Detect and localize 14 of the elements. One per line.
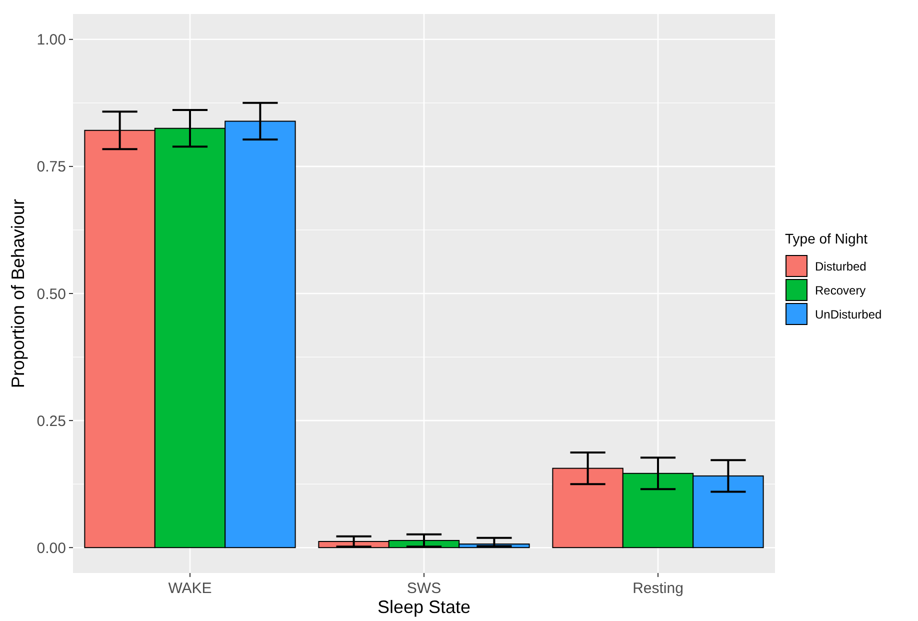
legend-label: UnDisturbed xyxy=(815,308,882,322)
x-tick-label: WAKE xyxy=(168,580,212,597)
x-tick-label: Resting xyxy=(632,580,684,597)
y-tick-label: 0.50 xyxy=(36,286,66,303)
x-axis-title: Sleep State xyxy=(377,597,471,617)
y-tick-label: 0.25 xyxy=(36,412,66,430)
legend-label: Recovery xyxy=(815,284,866,298)
legend-title: Type of Night xyxy=(785,230,868,246)
y-axis-title: Proportion of Behaviour xyxy=(8,198,28,388)
y-tick-label: 0.00 xyxy=(36,540,66,557)
x-tick-label: SWS xyxy=(406,580,442,597)
y-tick-label: 1.00 xyxy=(36,32,66,49)
y-tick-label: 0.75 xyxy=(36,158,66,176)
legend-label: Disturbed xyxy=(815,260,866,274)
